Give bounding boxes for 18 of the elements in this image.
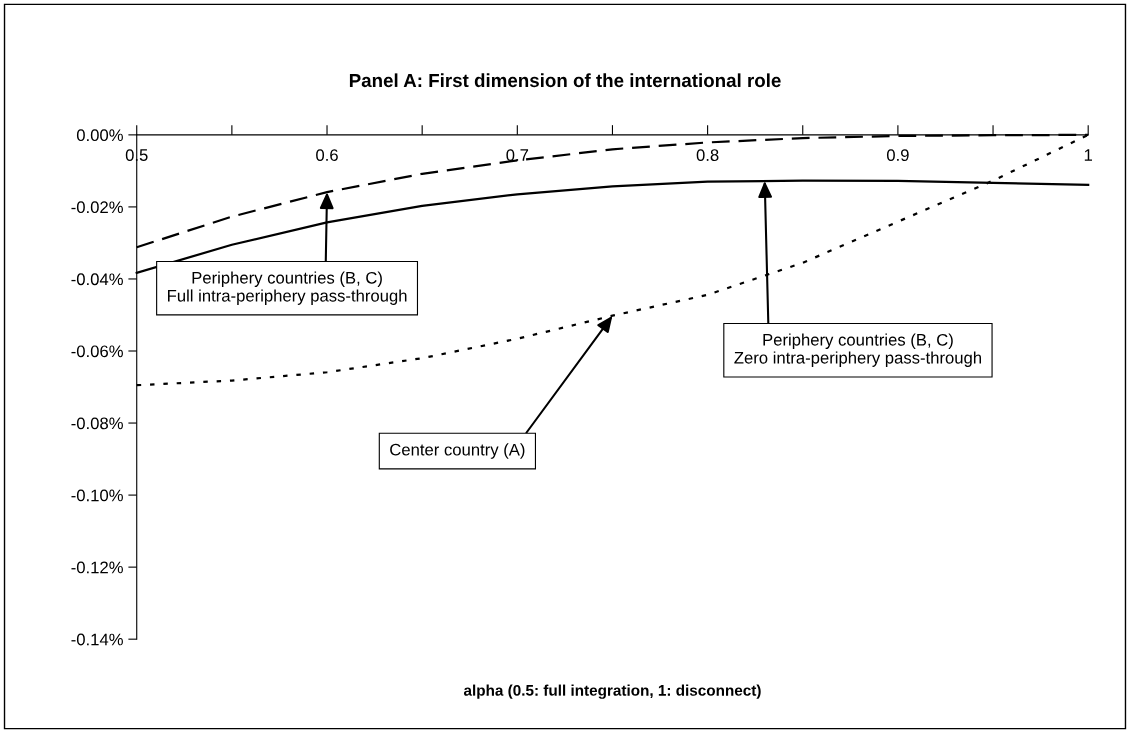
y-tick-label: -0.12% <box>71 561 123 574</box>
x-tick-label: 1 <box>1084 149 1093 161</box>
annotation: Periphery countries (B, C) Zero intra-periphery pass-through <box>734 333 981 367</box>
x-tick-label: 0.7 <box>506 149 529 161</box>
y-tick-label: -0.04% <box>71 273 123 286</box>
y-tick-label: -0.10% <box>71 489 123 502</box>
x-tick-label: 0.9 <box>886 149 909 161</box>
y-tick-label: -0.02% <box>71 201 123 214</box>
annotation: Periphery countries (B, C) Full intra-periphery pass-through <box>168 271 407 305</box>
y-tick-label: -0.14% <box>71 633 123 646</box>
y-tick-label: -0.06% <box>71 345 123 358</box>
y-tick-label: -0.08% <box>71 417 123 430</box>
x-tick-label: 0.6 <box>316 149 338 161</box>
annotation: Center country (A) <box>390 443 525 459</box>
x-axis-title: alpha (0.5: full integration, 1: disconnect) <box>463 684 761 699</box>
x-tick-label: 0.8 <box>696 149 719 161</box>
chart-title: Panel A: First dimension of the international role <box>349 73 781 88</box>
y-tick-label: 0.00% <box>76 129 123 142</box>
